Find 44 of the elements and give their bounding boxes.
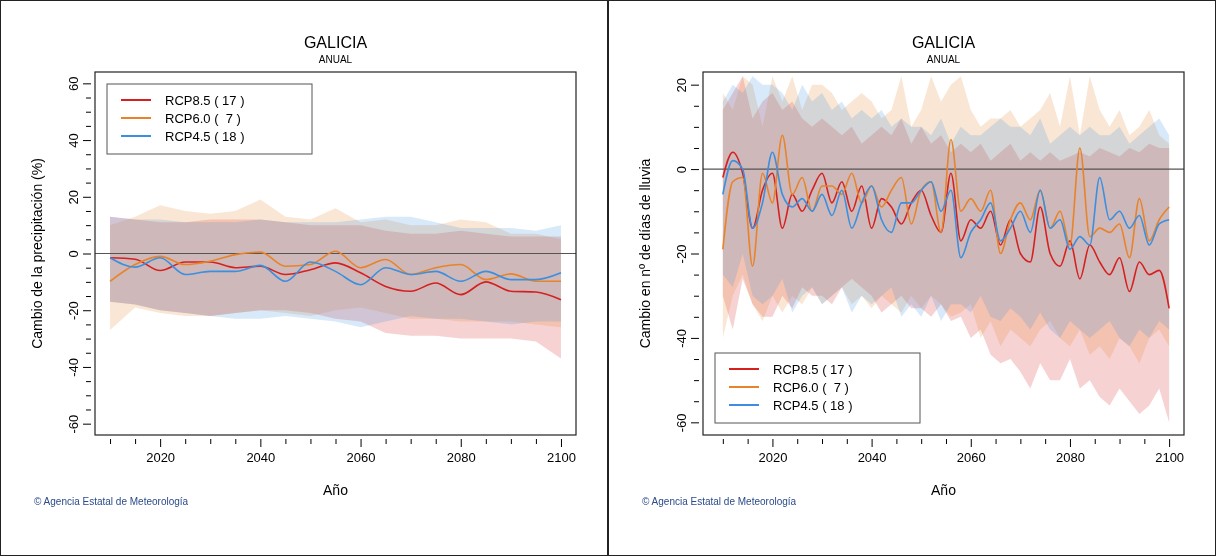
legend-label: RCP6.0 ( 7 ) <box>165 111 241 126</box>
y-tick-label: -20 <box>673 244 689 264</box>
y-tick-label: 20 <box>65 190 81 205</box>
y-tick-label: -40 <box>65 358 81 377</box>
x-axis-title: Año <box>323 482 349 498</box>
chart-subtitle: ANUAL <box>318 54 353 65</box>
y-tick-label: -60 <box>673 413 689 433</box>
x-axis-title: Año <box>931 482 957 498</box>
y-axis-title: Cambio en nº de días de lluvia <box>637 158 653 349</box>
y-tick-label: 0 <box>673 165 689 174</box>
x-tick-label: 2040 <box>246 450 276 466</box>
legend-label: RCP6.0 ( 7 ) <box>773 380 849 395</box>
y-tick-label: -20 <box>65 301 81 321</box>
text: © Agencia Estatal de Meteorología <box>642 496 797 507</box>
chart-title: GALICIA <box>303 34 368 51</box>
x-tick-label: 2020 <box>146 450 176 466</box>
legend-label: RCP8.5 ( 17 ) <box>165 93 245 108</box>
y-tick-label: 40 <box>65 133 81 148</box>
line-series <box>722 151 1170 310</box>
x-tick-label: 2100 <box>1155 450 1185 466</box>
x-tick-label: 2100 <box>547 450 576 466</box>
line-series <box>722 134 1170 267</box>
chart-subtitle: ANUAL <box>926 54 961 65</box>
y-tick-label: -60 <box>65 414 81 434</box>
y-tick-label: 60 <box>65 76 81 92</box>
line-series <box>722 151 1170 259</box>
x-tick-label: 2020 <box>758 450 788 466</box>
line-series <box>109 256 562 301</box>
y-tick-label: 20 <box>673 77 689 93</box>
y-tick-label: 0 <box>65 250 81 258</box>
line-series <box>109 250 562 283</box>
x-tick-label: 2080 <box>446 450 476 466</box>
x-tick-label: 2060 <box>346 450 376 466</box>
legend-label: RCP4.5 ( 18 ) <box>773 398 853 413</box>
x-tick-label: 2080 <box>1055 450 1085 466</box>
y-axis-title: Cambio de la precipitación (%) <box>29 158 45 349</box>
legend-label: RCP8.5 ( 17 ) <box>773 362 853 377</box>
x-tick-label: 2060 <box>956 450 986 466</box>
y-tick-label: -40 <box>673 329 689 348</box>
chart-title: GALICIA <box>911 34 976 51</box>
line-series <box>109 256 562 286</box>
x-tick-label: 2040 <box>857 450 887 466</box>
legend-label: RCP4.5 ( 18 ) <box>165 129 245 144</box>
text: © Agencia Estatal de Meteorología <box>34 496 189 507</box>
